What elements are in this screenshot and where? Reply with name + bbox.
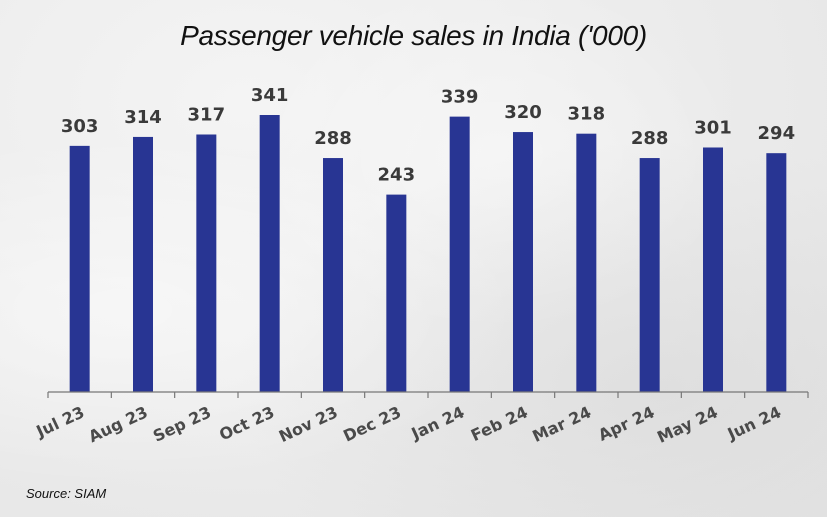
category-label: Jun 24 [724,402,784,444]
value-label: 288 [631,128,669,149]
value-label: 243 [378,165,416,186]
value-label: 320 [504,102,542,123]
bar-jan-24 [449,116,470,392]
value-label: 318 [568,104,606,125]
chart-title: Passenger vehicle sales in India ('000) [180,20,647,51]
category-label: Feb 24 [468,402,531,445]
category-label: Jul 23 [32,402,87,441]
value-label: 301 [694,117,732,138]
bar-feb-24 [513,132,533,392]
category-label: Jan 24 [408,402,468,443]
category-label: Aug 23 [86,402,151,446]
x-axis [47,391,809,398]
value-label: 341 [251,85,289,106]
value-label: 294 [758,123,796,144]
category-label: Apr 24 [595,402,657,444]
bar-mar-24 [576,133,597,392]
bar-dec-23 [386,194,407,392]
value-labels-group: 303 314 317 341 288 243 339 320 318 288 301 294 [61,85,795,186]
value-label: 339 [441,87,479,108]
bars-group [69,115,787,392]
category-label: May 24 [654,402,720,446]
bar-jun-24 [766,153,787,392]
bar-jul-23 [69,145,90,392]
category-label: Oct 23 [216,402,277,444]
value-label: 314 [124,107,162,128]
source-note: Source: SIAM [26,486,107,501]
category-label: Nov 23 [276,402,341,446]
bar-apr-24 [639,158,660,392]
bar-nov-23 [323,158,343,392]
bar-aug-23 [133,136,153,392]
value-label: 303 [61,116,99,137]
category-label: Sep 23 [150,402,214,445]
bar-oct-23 [259,115,280,392]
bar-may-24 [703,147,723,392]
category-label: Dec 23 [340,402,404,445]
value-label: 288 [314,128,352,149]
value-label: 317 [188,104,226,125]
category-label: Mar 24 [529,402,594,446]
bar-sep-23 [196,134,217,392]
